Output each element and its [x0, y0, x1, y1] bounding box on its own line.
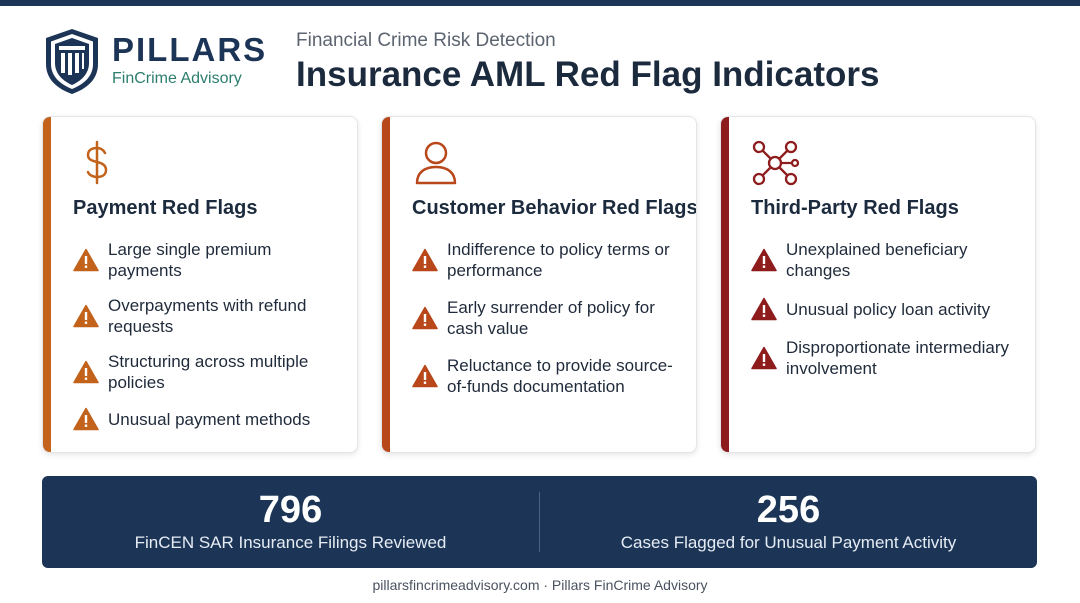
stat-value: 796: [258, 489, 323, 531]
stat-flagged-cases: 256 Cases Flagged for Unusual Payment Ac…: [540, 476, 1037, 568]
item-text: performance: [447, 261, 543, 280]
item-text: of-funds documentation: [447, 377, 625, 396]
list-item: Indifference to policy terms or performan…: [412, 239, 680, 281]
item-text: Structuring across multiple: [108, 352, 309, 371]
stat-label: FinCEN SAR Insurance Filings Reviewed: [134, 533, 447, 552]
item-text: Large single premium: [108, 240, 272, 259]
item-text: requests: [108, 317, 174, 336]
item-text: Reluctance to provide source-: [447, 356, 673, 375]
warning-icon: [412, 248, 438, 272]
warning-icon: [751, 297, 777, 321]
stats-banner: 796 FinCEN SAR Insurance Filings Reviewe…: [42, 476, 1037, 568]
brand-logo: PILLARS FinCrime Advisory: [42, 26, 267, 96]
page-subtitle: Financial Crime Risk Detection: [296, 30, 556, 51]
list-item: Unexplained beneficiary changes: [751, 239, 1019, 281]
page-heading: Financial Crime Risk Detection Insurance…: [296, 30, 879, 96]
item-text: Disproportionate intermediary: [786, 338, 1009, 357]
warning-icon: [73, 407, 99, 431]
card-customer-behavior-red-flags: Customer Behavior Red Flags Indifference…: [381, 116, 697, 453]
stats-divider: [539, 492, 540, 552]
card-title: Customer Behavior Red Flags: [412, 197, 697, 219]
item-text: Overpayments with refund: [108, 296, 307, 315]
list-item: Early surrender of policy for cash value: [412, 297, 680, 339]
list-item: Unusual policy loan activity: [751, 297, 1019, 321]
stat-label: Cases Flagged for Unusual Payment Activi…: [620, 533, 957, 552]
item-text: Early surrender of policy for: [447, 298, 655, 317]
card-title: Payment Red Flags: [73, 197, 258, 219]
warning-icon: [73, 304, 99, 328]
item-text: Unusual payment methods: [108, 409, 311, 429]
list-item: Unusual payment methods: [73, 407, 341, 431]
warning-icon: [73, 360, 99, 384]
item-text: cash value: [447, 319, 529, 338]
card-title: Third-Party Red Flags: [751, 197, 959, 219]
card-third-party-red-flags: Third-Party Red Flags Unexplained benefi…: [720, 116, 1036, 453]
stat-sar-filings: 796 FinCEN SAR Insurance Filings Reviewe…: [42, 476, 539, 568]
list-item: Large single premium payments: [73, 239, 341, 281]
list-item: Overpayments with refund requests: [73, 295, 341, 337]
item-text: Indifference to policy terms or: [447, 240, 670, 259]
item-text: Unexplained beneficiary: [786, 240, 968, 259]
warning-icon: [73, 248, 99, 272]
warning-icon: [412, 364, 438, 388]
footer-text: pillarsfincrimeadvisory.com · Pillars Fi…: [372, 577, 708, 593]
list-item: Reluctance to provide source-of-funds do…: [412, 355, 680, 397]
list-item: Disproportionate intermediary involvement: [751, 337, 1019, 379]
card-accent-bar: [721, 117, 729, 452]
brand-tagline: FinCrime Advisory: [112, 70, 242, 87]
card-accent-bar: [382, 117, 390, 452]
pillars-shield-icon: [46, 29, 98, 94]
top-accent-bar: [0, 0, 1080, 6]
stat-value: 256: [756, 489, 821, 531]
item-text: policies: [108, 373, 165, 392]
person-icon: [415, 141, 457, 185]
item-text: changes: [786, 261, 851, 280]
network-icon: [752, 140, 799, 186]
warning-icon: [751, 346, 777, 370]
item-text: Unusual policy loan activity: [786, 299, 991, 319]
warning-icon: [751, 248, 777, 272]
card-payment-red-flags: Payment Red Flags Large single premium pa…: [42, 116, 358, 453]
item-text: involvement: [786, 359, 877, 378]
warning-icon: [412, 306, 438, 330]
item-text: payments: [108, 261, 182, 280]
list-item: Structuring across multiple policies: [73, 351, 341, 393]
page-title: Insurance AML Red Flag Indicators: [296, 55, 880, 94]
card-accent-bar: [43, 117, 51, 452]
brand-name: PILLARS: [112, 31, 268, 68]
dollar-icon: [86, 140, 108, 185]
